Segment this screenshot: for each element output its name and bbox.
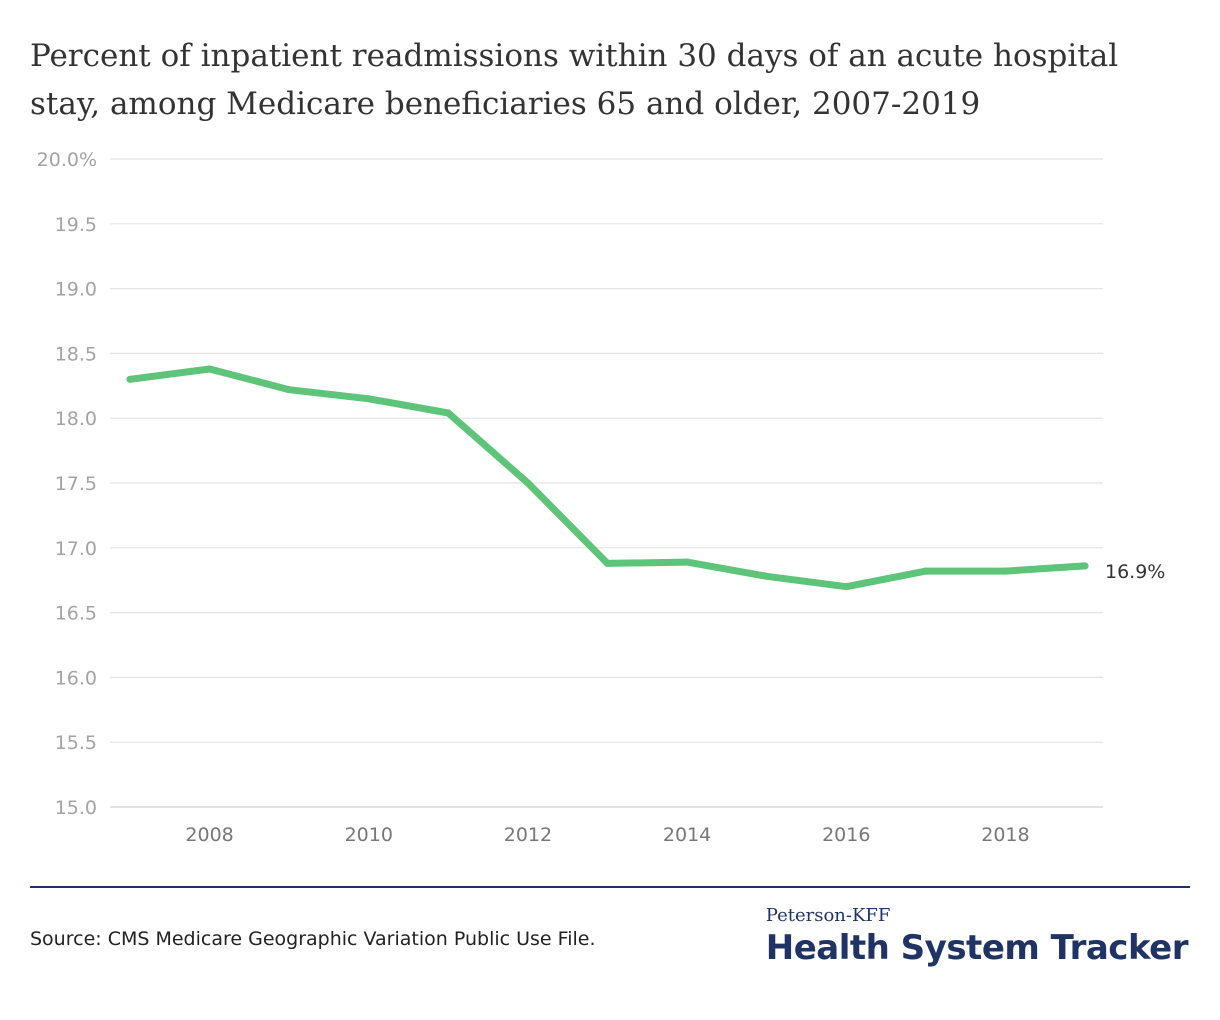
x-axis-ticks: 2008 2010 2012 2014 2016 2018: [185, 824, 1029, 846]
series-line-0: [126, 365, 1089, 591]
y-tick-label-6: 18.0: [55, 408, 97, 430]
data-point-2007: [126, 375, 134, 383]
x-tick-label-3: 2014: [663, 824, 711, 846]
data-point-2012: [524, 479, 532, 487]
x-tick-label-4: 2016: [822, 824, 870, 846]
data-point-2009: [285, 386, 293, 394]
y-tick-label-4: 17.0: [55, 538, 97, 560]
brand-name: Health System Tracker: [765, 928, 1189, 968]
y-tick-label-1: 15.5: [55, 732, 97, 754]
series-layer: [126, 365, 1089, 591]
data-point-2013: [604, 559, 611, 567]
chart-title: Percent of inpatient readmissions within…: [30, 38, 1119, 122]
line-chart: 15.0 15.5 16.0 16.5 17.0 17.5 18.0 18.5 19.0 19.5…: [37, 149, 1166, 846]
data-point-2014: [683, 558, 691, 566]
footer-divider: [30, 886, 1190, 888]
x-tick-label-2: 2012: [504, 824, 552, 846]
y-tick-label-5: 17.5: [55, 473, 97, 495]
y-tick-label-3: 16.5: [55, 603, 97, 625]
x-tick-label-1: 2010: [345, 824, 393, 846]
data-labels: 16.9%: [1105, 561, 1165, 583]
data-point-2011: [444, 409, 452, 417]
y-tick-label-7: 18.5: [55, 343, 97, 365]
data-point-2015: [763, 572, 771, 580]
source-note: Source: CMS Medicare Geographic Variatio…: [30, 928, 596, 950]
data-point-2008: [206, 365, 214, 373]
data-point-2017: [922, 567, 930, 575]
data-point-2016: [842, 583, 850, 591]
data-point-2018: [1001, 567, 1009, 575]
brand-logo: Peterson-KFF Health System Tracker: [765, 905, 1189, 970]
gridlines: [110, 158, 1103, 808]
end-value-label: 16.9%: [1105, 561, 1165, 583]
y-tick-label-10: 20.0%: [37, 149, 97, 171]
y-tick-label-0: 15.0: [55, 797, 97, 819]
x-tick-label-5: 2018: [981, 824, 1029, 846]
data-point-2019: [1081, 562, 1089, 570]
y-tick-label-8: 19.0: [55, 279, 97, 301]
y-axis-ticks: 15.0 15.5 16.0 16.5 17.0 17.5 18.0 18.5 19.0 19.5…: [37, 149, 97, 819]
brand-subtitle: Peterson-KFF: [765, 905, 891, 926]
x-tick-label-0: 2008: [185, 824, 233, 846]
y-tick-label-9: 19.5: [55, 214, 97, 236]
data-point-2010: [365, 395, 373, 403]
y-tick-label-2: 16.0: [55, 667, 97, 689]
